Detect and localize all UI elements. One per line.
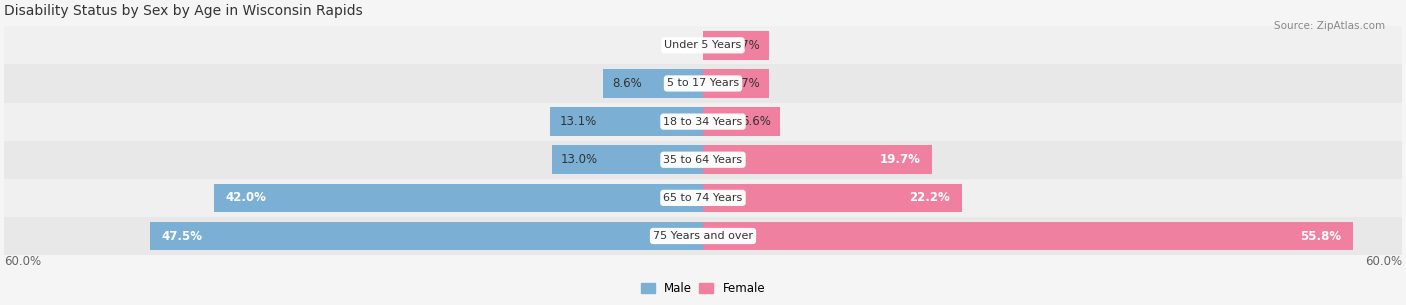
Bar [703, 107, 780, 136]
Bar [703, 145, 932, 174]
Text: 47.5%: 47.5% [162, 229, 202, 242]
Bar [551, 145, 703, 174]
Bar [703, 69, 769, 98]
Text: 55.8%: 55.8% [1301, 229, 1341, 242]
Text: 60.0%: 60.0% [1365, 255, 1402, 268]
Bar [4, 141, 1402, 179]
Text: 19.7%: 19.7% [880, 153, 921, 166]
Text: 75 Years and over: 75 Years and over [652, 231, 754, 241]
Bar [550, 107, 703, 136]
Text: 13.1%: 13.1% [560, 115, 598, 128]
Text: 0.0%: 0.0% [669, 39, 700, 52]
Text: 18 to 34 Years: 18 to 34 Years [664, 117, 742, 127]
Text: 22.2%: 22.2% [910, 191, 950, 204]
Text: 42.0%: 42.0% [225, 191, 266, 204]
Text: 5.7%: 5.7% [730, 39, 761, 52]
Bar [4, 26, 1402, 64]
Bar [703, 184, 962, 212]
Text: 65 to 74 Years: 65 to 74 Years [664, 193, 742, 203]
Text: 6.6%: 6.6% [741, 115, 770, 128]
Bar [703, 222, 1353, 250]
Bar [4, 179, 1402, 217]
Text: 13.0%: 13.0% [561, 153, 598, 166]
Bar [150, 222, 703, 250]
Bar [4, 102, 1402, 141]
Text: Source: ZipAtlas.com: Source: ZipAtlas.com [1274, 21, 1385, 31]
Bar [214, 184, 703, 212]
Text: Under 5 Years: Under 5 Years [665, 40, 741, 50]
Bar [603, 69, 703, 98]
Bar [4, 64, 1402, 102]
Text: 35 to 64 Years: 35 to 64 Years [664, 155, 742, 165]
Text: 60.0%: 60.0% [4, 255, 41, 268]
Text: 8.6%: 8.6% [612, 77, 643, 90]
Bar [4, 217, 1402, 255]
Text: 5.7%: 5.7% [730, 77, 761, 90]
Bar [703, 31, 769, 60]
Text: Disability Status by Sex by Age in Wisconsin Rapids: Disability Status by Sex by Age in Wisco… [4, 4, 363, 18]
Legend: Male, Female: Male, Female [636, 277, 770, 300]
Text: 5 to 17 Years: 5 to 17 Years [666, 78, 740, 88]
